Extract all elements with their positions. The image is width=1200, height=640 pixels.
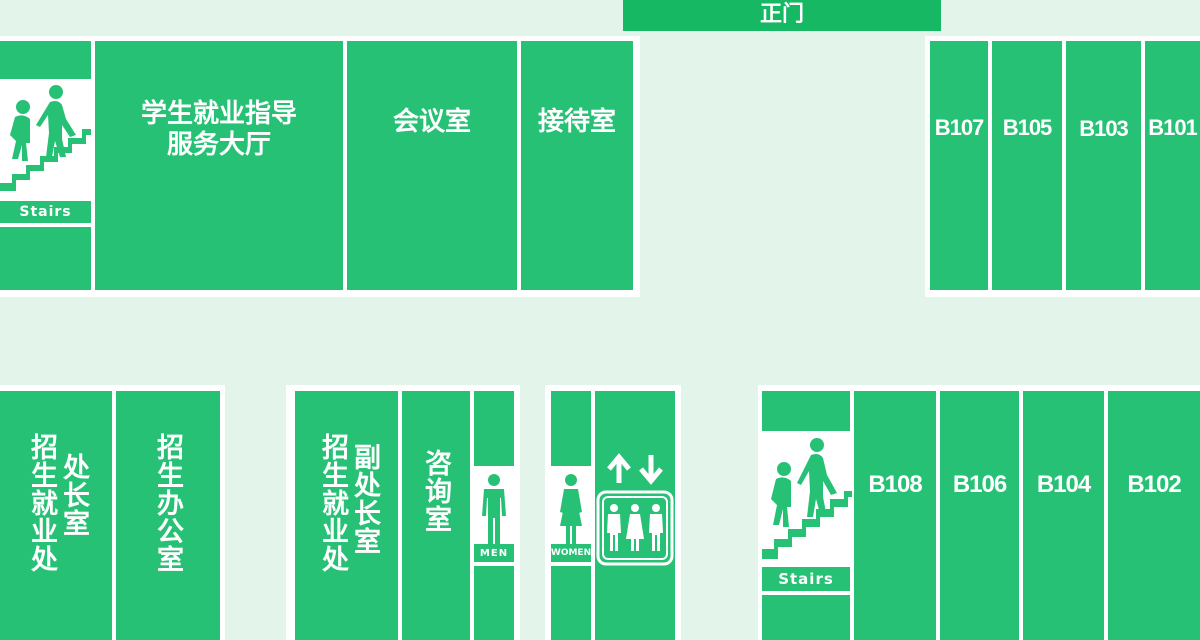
restroom-women-upper xyxy=(551,391,591,466)
stairs-top-left-sign: Stairs xyxy=(0,79,93,225)
room-b103: B103 xyxy=(1066,41,1141,290)
main-entrance-label: 正门 xyxy=(759,2,804,28)
restroom-men-sign: MEN xyxy=(472,466,516,564)
woman-icon xyxy=(560,474,582,544)
room-reception: 接待室 xyxy=(521,41,633,290)
stairs-bottom-right-upper xyxy=(762,391,850,431)
room-reception-label: 接待室 xyxy=(537,107,616,137)
stairs-top-left-caption: Stairs xyxy=(0,201,91,223)
restroom-women-sign: WOMEN xyxy=(549,466,593,564)
room-career-hall: 学生就业指导 服务大厅 xyxy=(95,41,343,290)
room-b106: B106 xyxy=(940,391,1019,640)
man-icon xyxy=(482,474,506,544)
stairs-bottom-right-caption: Stairs xyxy=(762,567,850,591)
restroom-women-lower xyxy=(551,566,591,640)
room-deputy-label-a: 副处长室 xyxy=(349,443,380,555)
room-deputy-label-b: 招生就业处 xyxy=(317,433,348,573)
room-meeting-label: 会议室 xyxy=(392,107,471,137)
stairs-icon xyxy=(0,85,91,191)
room-director-label-b: 招生就业处 xyxy=(26,433,57,573)
room-deputy: 副处长室 招生就业处 xyxy=(295,391,398,640)
elevator-arrows-icon xyxy=(607,453,663,485)
room-b108: B108 xyxy=(854,391,936,640)
room-admission-label: 招生办公室 xyxy=(152,433,183,573)
room-consult-label: 咨询室 xyxy=(420,449,451,533)
stairs-bottom-right-lower xyxy=(762,595,850,640)
room-director: 处长室 招生就业处 xyxy=(0,391,112,640)
room-b101: B101 xyxy=(1145,41,1200,290)
room-b105: B105 xyxy=(992,41,1062,290)
restroom-men-upper xyxy=(474,391,514,466)
room-b104: B104 xyxy=(1023,391,1104,640)
restroom-men-caption: MEN xyxy=(474,544,514,562)
room-career-hall-label: 学生就业指导 服务大厅 xyxy=(140,99,297,161)
room-b107: B107 xyxy=(930,41,988,290)
room-consult: 咨询室 xyxy=(402,391,470,640)
stairs-bottom-right-sign: Stairs xyxy=(760,431,852,593)
elevator xyxy=(595,391,675,640)
room-b102: B102 xyxy=(1108,391,1200,640)
room-director-label-a: 处长室 xyxy=(58,453,89,537)
restroom-women-caption: WOMEN xyxy=(551,544,591,562)
room-admission: 招生办公室 xyxy=(116,391,220,640)
stairs-icon xyxy=(762,438,852,559)
elevator-people-icon xyxy=(596,490,674,566)
stairs-top-left-lower xyxy=(0,227,91,290)
main-entrance: 正门 xyxy=(623,0,941,31)
stairs-top-left-upper xyxy=(0,41,91,79)
room-meeting: 会议室 xyxy=(347,41,517,290)
restroom-men-lower xyxy=(474,566,514,640)
